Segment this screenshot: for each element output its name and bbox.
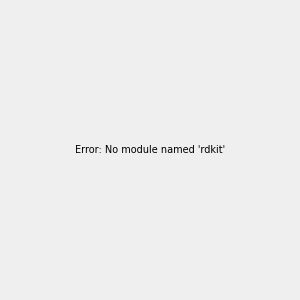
Text: Error: No module named 'rdkit': Error: No module named 'rdkit' xyxy=(75,145,225,155)
